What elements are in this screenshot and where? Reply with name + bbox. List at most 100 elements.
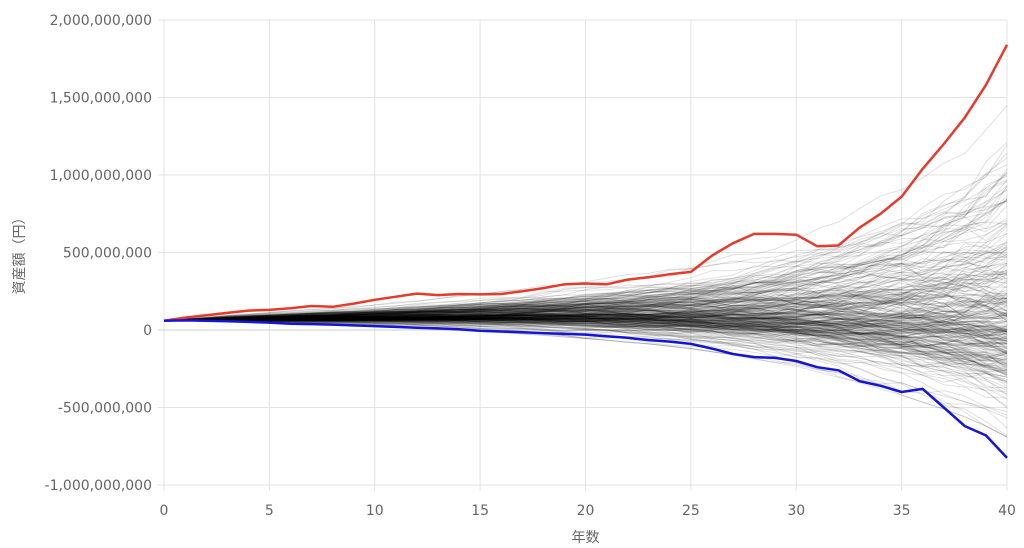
simulation-path	[163, 317, 1008, 358]
simulation-path	[163, 288, 1008, 322]
simulation-path	[163, 320, 1008, 389]
simulation-path	[163, 317, 1008, 361]
simulation-path	[163, 296, 1008, 322]
simulation-path	[163, 297, 1008, 322]
simulation-path	[163, 285, 1008, 322]
simulation-path	[163, 318, 1008, 387]
simulation-path	[163, 317, 1008, 378]
simulation-path	[163, 297, 1008, 334]
simulation-path	[163, 319, 1008, 342]
simulation-path	[163, 240, 1008, 322]
simulation-path	[163, 242, 1008, 322]
y-tick-label: 500,000,000	[63, 246, 152, 262]
simulation-path	[163, 318, 1008, 363]
simulation-path	[163, 306, 1008, 337]
simulation-path	[163, 311, 1008, 370]
simulation-path	[163, 300, 1008, 344]
simulation-path	[163, 315, 1008, 329]
simulation-path	[163, 308, 1008, 382]
simulation-path	[163, 286, 1008, 322]
simulation-path	[163, 302, 1008, 322]
simulation-path	[163, 303, 1008, 323]
simulation-path	[163, 319, 1008, 362]
x-tick-label: 40	[998, 503, 1016, 519]
simulation-path	[163, 317, 1008, 355]
simulation-path	[163, 276, 1008, 322]
simulation-path	[163, 316, 1008, 334]
simulation-path	[163, 315, 1008, 367]
simulation-path	[163, 251, 1008, 322]
y-tick-label: 2,000,000,000	[50, 13, 152, 29]
simulation-path	[163, 294, 1008, 322]
simulation-path	[163, 319, 1008, 399]
simulation-path	[163, 316, 1008, 330]
simulation-path	[163, 268, 1008, 322]
simulation-path	[163, 319, 1008, 381]
simulation-path	[163, 316, 1008, 365]
simulation-path	[163, 319, 1008, 408]
x-tick-label: 35	[893, 503, 911, 519]
x-tick-label: 20	[577, 503, 595, 519]
simulation-path	[163, 318, 1008, 360]
simulation-path	[163, 314, 1008, 341]
simulation-path	[163, 245, 1008, 322]
simulation-path	[163, 263, 1008, 322]
simulation-path	[163, 317, 1008, 347]
simulation-paths	[163, 105, 1008, 438]
simulation-path	[163, 314, 1008, 357]
simulation-path	[163, 311, 1008, 325]
simulation-path	[163, 314, 1008, 336]
simulation-path	[163, 308, 1008, 333]
y-tick-label: 0	[143, 323, 152, 339]
simulation-path	[163, 258, 1008, 322]
simulation-path	[163, 307, 1008, 353]
simulation-path	[163, 314, 1008, 330]
simulation-path	[163, 317, 1008, 373]
simulation-path	[163, 315, 1008, 358]
simulation-path	[163, 305, 1008, 326]
simulation-path	[163, 200, 1008, 322]
simulation-path	[163, 298, 1008, 333]
simulation-path	[163, 319, 1008, 419]
simulation-path	[163, 319, 1008, 353]
simulation-path	[163, 316, 1008, 324]
simulation-path	[163, 318, 1008, 372]
simulation-path	[163, 290, 1008, 322]
simulation-path	[163, 284, 1008, 322]
simulation-path	[163, 310, 1008, 365]
simulation-path	[163, 198, 1008, 322]
simulation-path	[163, 307, 1008, 344]
simulation-path	[163, 317, 1008, 345]
simulation-path	[163, 293, 1008, 322]
simulation-path	[163, 300, 1008, 332]
series-layer	[163, 44, 1009, 459]
simulation-path	[163, 306, 1008, 330]
simulation-path	[163, 315, 1008, 359]
simulation-path	[163, 318, 1008, 372]
simulation-path	[163, 157, 1008, 322]
simulation-path	[163, 309, 1008, 341]
simulation-path	[163, 315, 1008, 348]
simulation-path	[163, 168, 1008, 322]
simulation-path	[163, 179, 1008, 322]
simulation-path	[163, 179, 1008, 322]
simulation-path	[163, 274, 1008, 322]
simulation-path	[163, 278, 1008, 322]
y-axis-title: 資産額（円）	[12, 211, 28, 295]
simulation-path	[163, 294, 1008, 322]
simulation-path	[163, 319, 1008, 364]
simulation-path	[163, 318, 1008, 341]
simulation-path	[163, 269, 1008, 322]
simulation-path	[163, 318, 1008, 365]
simulation-path	[163, 318, 1008, 362]
simulation-path	[163, 295, 1008, 322]
simulation-path	[163, 317, 1008, 362]
simulation-path	[163, 262, 1008, 322]
simulation-path	[163, 200, 1008, 322]
simulation-path	[163, 313, 1008, 338]
simulation-path	[163, 315, 1008, 352]
simulation-path	[163, 318, 1008, 377]
simulation-path	[163, 319, 1008, 396]
simulation-path	[163, 233, 1008, 322]
